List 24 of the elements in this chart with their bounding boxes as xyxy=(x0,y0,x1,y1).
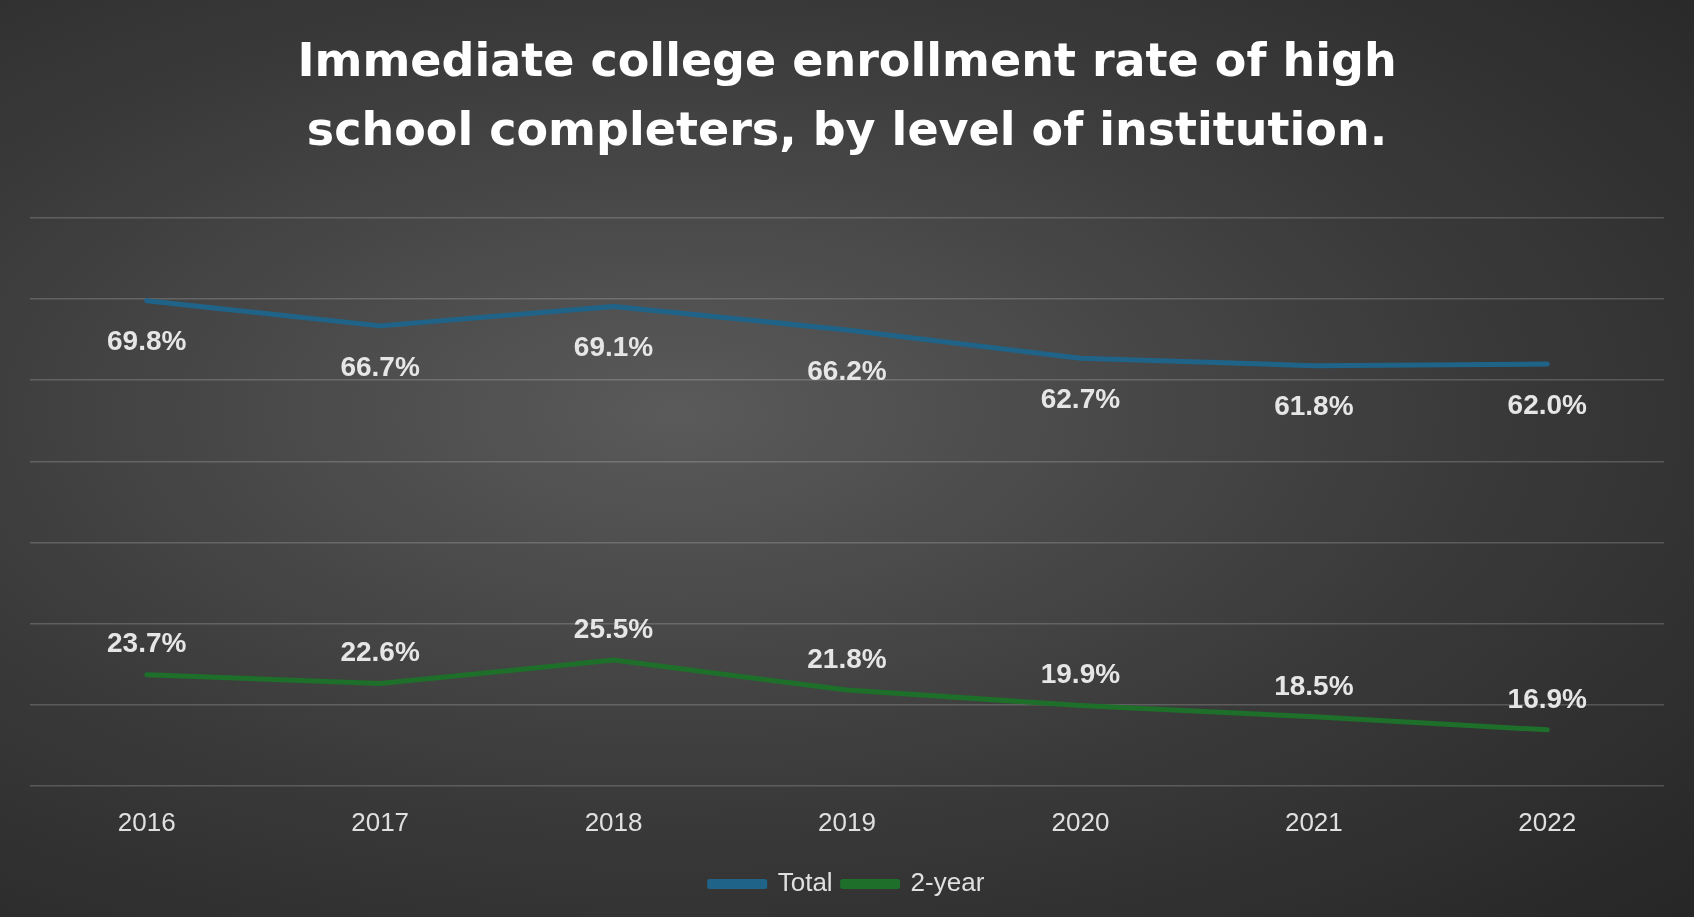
x-tick-label: 2018 xyxy=(584,806,643,837)
data-label: 61.8% xyxy=(1274,390,1354,422)
data-label: 23.7% xyxy=(107,627,187,659)
legend-label: Total xyxy=(777,867,833,898)
data-label: 22.6% xyxy=(340,636,420,668)
data-label: 18.5% xyxy=(1274,669,1354,701)
data-label: 25.5% xyxy=(573,612,654,644)
data-label: 19.9% xyxy=(1040,658,1121,690)
x-tick-label: 2016 xyxy=(117,806,176,837)
data-label: 66.7% xyxy=(340,350,420,382)
data-label: 62.0% xyxy=(1507,388,1588,420)
data-label: 66.2% xyxy=(807,354,887,386)
data-label: 62.7% xyxy=(1040,383,1121,415)
x-tick-label: 2020 xyxy=(1051,806,1110,837)
chart-title: Immediate college enrollment rate of high school completers, by level of institution. xyxy=(297,33,1397,157)
data-label: 69.1% xyxy=(573,331,654,363)
x-tick-label: 2019 xyxy=(818,806,876,837)
x-tick-label: 2017 xyxy=(351,806,410,837)
x-tick-label: 2021 xyxy=(1284,806,1343,837)
data-label: 16.9% xyxy=(1507,682,1588,714)
data-label: 21.8% xyxy=(807,642,887,674)
x-tick-label: 2022 xyxy=(1518,806,1577,837)
data-label: 69.8% xyxy=(107,325,187,357)
legend-label: 2-year xyxy=(910,867,985,898)
